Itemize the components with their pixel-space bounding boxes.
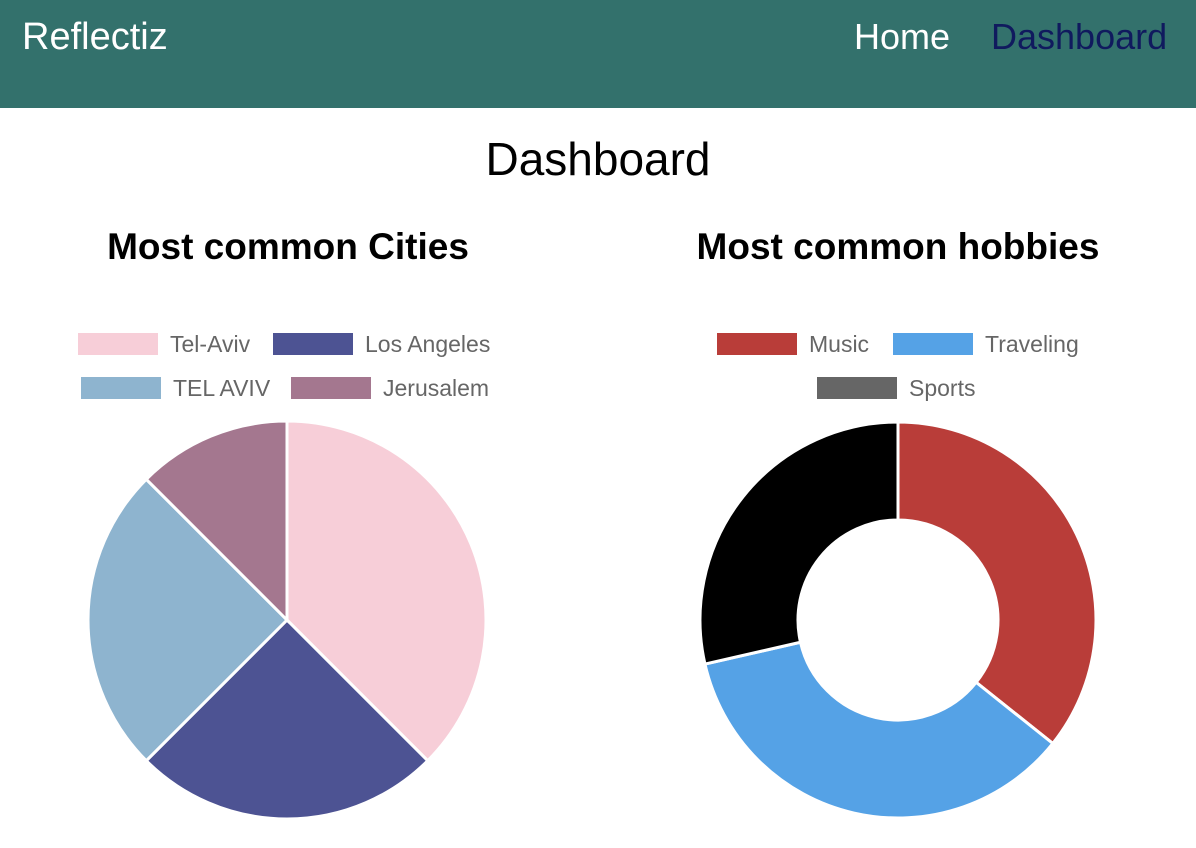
- cities-legend: Tel-Aviv Los Angeles TEL AVIV Jerusalem: [78, 331, 490, 401]
- hobbies-legend-item-traveling[interactable]: Traveling: [893, 331, 1079, 357]
- hobbies-legend-swatch: [717, 333, 797, 355]
- cities-slice-tel-aviv[interactable]: [285, 419, 488, 763]
- cities-slice-tel-aviv[interactable]: [86, 477, 290, 763]
- hobbies-slice-sports[interactable]: [698, 420, 900, 666]
- navbar: Reflectiz Home Dashboard: [0, 0, 1196, 108]
- hobbies-slice-music[interactable]: [896, 420, 1098, 746]
- cities-legend-swatch: [291, 377, 371, 399]
- cities-pie-chart: [86, 419, 488, 821]
- cities-legend-label: TEL AVIV: [173, 375, 271, 401]
- cities-legend-label: Tel-Aviv: [170, 331, 251, 357]
- hobbies-legend-label: Traveling: [985, 331, 1079, 357]
- cities-slice-los-angeles[interactable]: [144, 617, 430, 821]
- cities-legend-item-tel-aviv[interactable]: TEL AVIV: [81, 375, 271, 401]
- hobbies-legend-label: Music: [809, 331, 869, 357]
- hobbies-legend-item-sports[interactable]: Sports: [817, 375, 975, 401]
- hobbies-doughnut-chart: [698, 420, 1098, 820]
- cities-legend-item-los-angeles[interactable]: Los Angeles: [273, 331, 490, 357]
- cities-legend-item-tel-aviv[interactable]: Tel-Aviv: [78, 331, 251, 357]
- hobbies-legend-item-music[interactable]: Music: [717, 331, 869, 357]
- hobbies-legend-swatch: [893, 333, 973, 355]
- cities-chart-title: Most common Cities: [107, 226, 469, 267]
- hobbies-legend-swatch: [817, 377, 897, 399]
- hobbies-slice-traveling[interactable]: [703, 640, 1055, 820]
- brand-link[interactable]: Reflectiz: [22, 16, 168, 58]
- hobbies-legend: Music Traveling Sports: [717, 331, 1079, 401]
- nav-link-home[interactable]: Home: [854, 16, 951, 57]
- hobbies-chart-title: Most common hobbies: [696, 226, 1100, 267]
- cities-legend-item-jerusalem[interactable]: Jerusalem: [291, 375, 489, 401]
- cities-legend-swatch: [81, 377, 161, 399]
- cities-legend-label: Jerusalem: [383, 375, 489, 401]
- page-title: Dashboard: [485, 133, 711, 185]
- cities-slice-jerusalem[interactable]: [144, 419, 289, 624]
- hobbies-legend-label: Sports: [909, 375, 975, 401]
- nav-link-dashboard[interactable]: Dashboard: [991, 16, 1168, 57]
- cities-legend-swatch: [273, 333, 353, 355]
- cities-legend-swatch: [78, 333, 158, 355]
- cities-legend-label: Los Angeles: [365, 331, 490, 357]
